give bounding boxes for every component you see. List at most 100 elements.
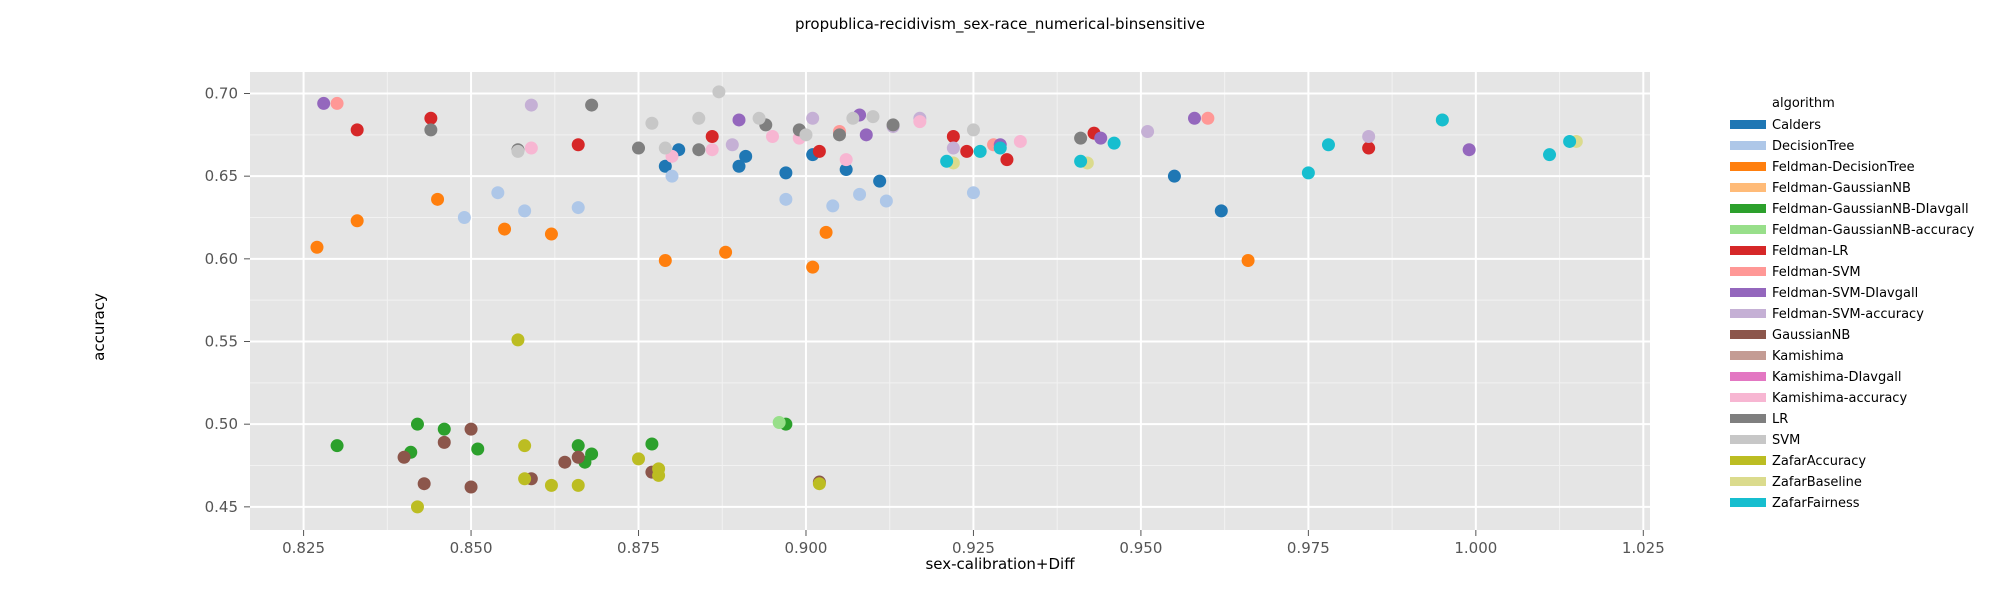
data-point (558, 455, 572, 469)
x-tick-label: 0.925 (952, 539, 995, 557)
data-point (571, 201, 585, 215)
data-point (431, 192, 445, 206)
data-point (658, 141, 672, 155)
data-point (1201, 111, 1215, 125)
data-point (779, 192, 793, 206)
data-point (645, 116, 659, 130)
data-point (585, 98, 599, 112)
x-tick-label: 1.025 (1622, 539, 1665, 557)
y-tick-label: 0.70 (205, 84, 238, 102)
x-tick-label: 0.850 (450, 539, 493, 557)
data-point (330, 96, 344, 110)
data-point (765, 129, 779, 143)
data-point (993, 141, 1007, 155)
data-point (946, 141, 960, 155)
legend-entry: Kamishima-accuracy (1772, 391, 1907, 406)
data-point (1187, 111, 1201, 125)
x-axis-label: sex-calibration+Diff (925, 555, 1075, 573)
data-point (417, 477, 431, 491)
data-point (973, 144, 987, 158)
data-point (632, 452, 646, 466)
legend-entry: Calders (1772, 118, 1821, 133)
data-point (498, 222, 512, 236)
data-point (1107, 136, 1121, 150)
data-point (705, 129, 719, 143)
data-point (310, 240, 324, 254)
y-tick-label: 0.45 (205, 498, 238, 516)
x-tick-label: 0.825 (282, 539, 325, 557)
legend-swatch (1730, 498, 1766, 507)
data-point (1241, 253, 1255, 267)
data-point (853, 187, 867, 201)
legend-entry: Feldman-SVM-accuracy (1772, 307, 1924, 322)
grid-lines (250, 72, 1650, 530)
data-point (692, 111, 706, 125)
legend-swatch (1730, 120, 1766, 129)
data-point (1074, 154, 1088, 168)
x-tick-label: 0.950 (1119, 539, 1162, 557)
data-point (1214, 204, 1228, 218)
legend-entry: LR (1772, 412, 1788, 427)
legend-entry: ZafarFairness (1772, 496, 1860, 511)
legend-entry: DecisionTree (1772, 139, 1854, 154)
data-point (846, 111, 860, 125)
data-point (317, 96, 331, 110)
data-point (457, 211, 471, 225)
data-point (464, 480, 478, 494)
legend-swatch (1730, 309, 1766, 318)
legend-entry: ZafarBaseline (1772, 475, 1862, 490)
data-point (518, 204, 532, 218)
data-point (511, 333, 525, 347)
y-tick-label: 0.65 (205, 167, 238, 185)
data-point (524, 141, 538, 155)
data-point (725, 138, 739, 152)
data-point (437, 422, 451, 436)
data-point (812, 144, 826, 158)
data-point (397, 450, 411, 464)
data-point (859, 128, 873, 142)
data-point (732, 113, 746, 127)
data-point (806, 260, 820, 274)
data-point (966, 123, 980, 137)
legend: algorithm Calders DecisionTree Feldman-Dec… (1730, 96, 1975, 511)
legend-swatch (1730, 225, 1766, 234)
data-point (826, 199, 840, 213)
data-point (571, 450, 585, 464)
legend-swatch (1730, 414, 1766, 423)
data-point (665, 169, 679, 183)
data-point (464, 422, 478, 436)
x-tick-label: 0.975 (1287, 539, 1330, 557)
legend-entry: Kamishima (1772, 349, 1844, 364)
data-points (310, 85, 1583, 514)
data-point (1000, 153, 1014, 167)
data-point (692, 143, 706, 157)
data-point (658, 253, 672, 267)
data-point (437, 435, 451, 449)
data-point (752, 111, 766, 125)
data-point (1362, 141, 1376, 155)
y-tick-label: 0.50 (205, 415, 238, 433)
data-point (886, 118, 900, 132)
legend-swatch (1730, 141, 1766, 150)
data-point (1167, 169, 1181, 183)
data-point (832, 128, 846, 142)
legend-entry: Feldman-SVM-DIavgall (1772, 286, 1918, 301)
data-point (524, 98, 538, 112)
data-point (1013, 134, 1027, 148)
data-point (1301, 166, 1315, 180)
data-point (350, 123, 364, 137)
data-point (839, 163, 853, 177)
data-point (544, 478, 558, 492)
data-point (1362, 129, 1376, 143)
data-point (1321, 138, 1335, 152)
data-point (719, 245, 733, 259)
data-point (712, 85, 726, 99)
legend-entry: Feldman-GaussianNB-DIavgall (1772, 202, 1969, 217)
x-tick-label: 1.000 (1454, 539, 1497, 557)
data-point (913, 115, 927, 129)
legend-swatch (1730, 162, 1766, 171)
y-tick-label: 0.55 (205, 333, 238, 351)
data-point (960, 144, 974, 158)
data-point (806, 111, 820, 125)
